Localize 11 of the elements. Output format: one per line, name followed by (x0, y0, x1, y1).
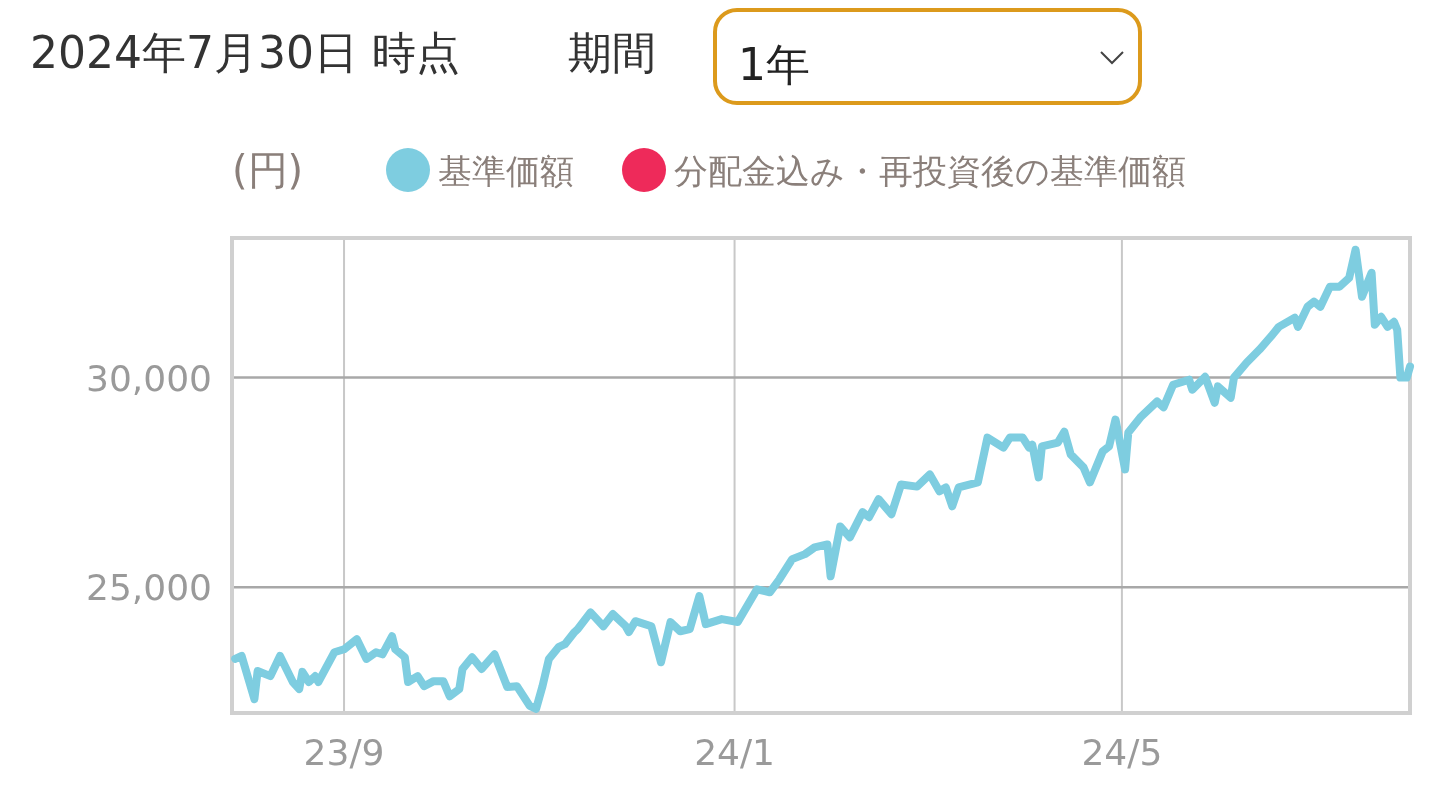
chart-title: 2024年7月30日 時点 (30, 27, 460, 78)
x-tick-label: 24/5 (1081, 732, 1163, 773)
period-select: 1年 (713, 8, 1142, 105)
text: 期間 (568, 27, 656, 78)
legend-label: 分配金込み・再投資後の基準価額 (674, 151, 1186, 191)
y-axis-title: (円) (232, 147, 304, 193)
x-tick-label: 24/1 (694, 732, 775, 773)
legend-label: 基準価額 (438, 151, 574, 191)
y-tick-label: 30,000 (86, 357, 212, 399)
x-tick-label: 23/9 (303, 732, 385, 773)
y-tick-label: 25,000 (86, 567, 212, 609)
